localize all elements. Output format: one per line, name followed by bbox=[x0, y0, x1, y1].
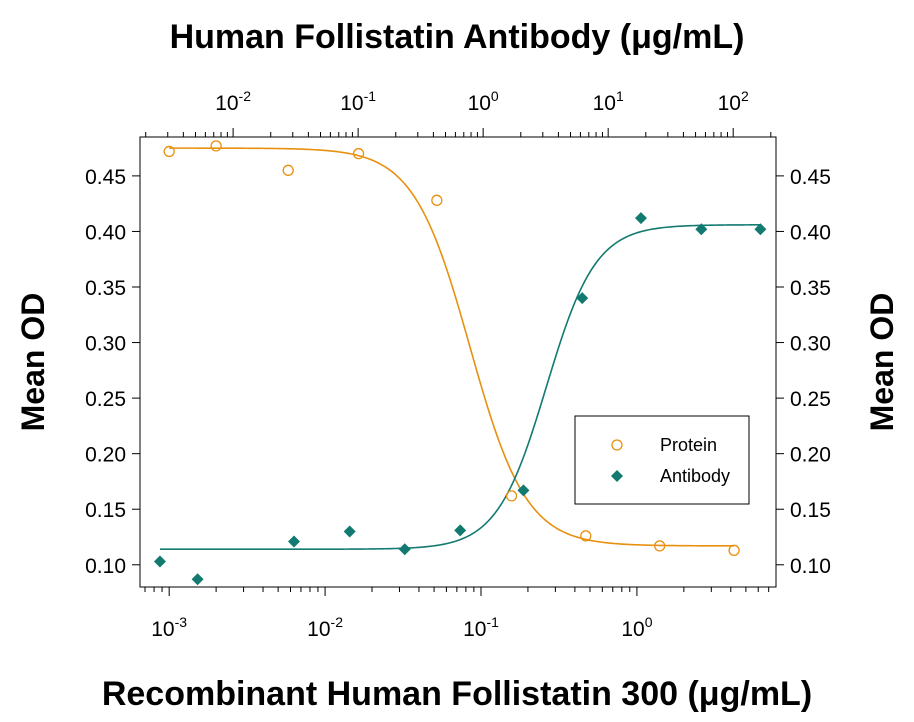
y-axis-label-right: Mean OD bbox=[864, 293, 900, 432]
y-tick-label-left: 0.30 bbox=[85, 333, 126, 356]
y-axis-label-left: Mean OD bbox=[15, 293, 51, 432]
legend-antibody-marker bbox=[611, 470, 623, 482]
antibody-point bbox=[634, 212, 647, 225]
plot-frame bbox=[139, 136, 777, 588]
protein-point bbox=[654, 540, 666, 552]
antibody-point bbox=[153, 555, 166, 568]
x-top-tick-label: 10-2 bbox=[215, 88, 251, 115]
legend-box bbox=[574, 415, 750, 505]
legend-protein-marker bbox=[611, 439, 623, 451]
y-tick-label-right: 0.25 bbox=[790, 388, 831, 411]
y-tick-label-right: 0.45 bbox=[790, 166, 831, 189]
x-bottom-tick-label: 10-3 bbox=[151, 614, 187, 641]
y-tick-label-right: 0.10 bbox=[790, 555, 831, 578]
x-axis-label: Recombinant Human Follistatin 300 (μg/mL… bbox=[102, 675, 812, 713]
antibody-point bbox=[517, 484, 530, 497]
y-tick-label-left: 0.45 bbox=[85, 166, 126, 189]
protein-point bbox=[210, 140, 222, 152]
antibody-point bbox=[288, 535, 301, 548]
y-tick-label-right: 0.35 bbox=[790, 277, 831, 300]
y-tick-label-left: 0.15 bbox=[85, 499, 126, 522]
protein-point bbox=[163, 145, 175, 158]
y-tick-label-left: 0.40 bbox=[85, 221, 126, 244]
plot-layer: 0.10 0.10 0.15 0.15 0.20 0.20 0.25 0.25 0.30 0.30… bbox=[85, 88, 831, 641]
legend-protein-label: Protein bbox=[660, 435, 717, 455]
x-top-tick-label: 102 bbox=[718, 88, 749, 115]
legend: Protein Antibody bbox=[574, 415, 750, 505]
antibody-point bbox=[576, 292, 589, 305]
antibody-point bbox=[454, 524, 467, 537]
legend-antibody-label: Antibody bbox=[660, 466, 730, 486]
protein-point bbox=[580, 530, 592, 542]
protein-point bbox=[352, 148, 365, 160]
protein-point bbox=[728, 544, 740, 556]
y-tick-label-right: 0.40 bbox=[790, 221, 831, 244]
antibody-fit-curve bbox=[159, 224, 761, 551]
antibody-point bbox=[343, 525, 356, 538]
chart-title: Human Follistatin Antibody (μg/mL) bbox=[170, 18, 745, 56]
y-tick-label-right: 0.30 bbox=[790, 333, 831, 356]
y-tick-label-right: 0.15 bbox=[790, 499, 831, 522]
protein-point bbox=[431, 194, 443, 206]
protein-fit-curve bbox=[169, 147, 735, 547]
y-tick-label-left: 0.10 bbox=[85, 555, 126, 578]
y-tick-label-left: 0.25 bbox=[85, 388, 126, 411]
protein-point bbox=[282, 164, 294, 176]
x-top-tick-label: 10-1 bbox=[340, 88, 376, 115]
protein-point bbox=[505, 490, 518, 502]
y-tick-label-left: 0.35 bbox=[85, 277, 126, 300]
x-bottom-tick-label: 100 bbox=[621, 614, 652, 641]
antibody-point bbox=[191, 573, 204, 586]
antibody-point bbox=[754, 223, 767, 236]
y-tick-label-right: 0.20 bbox=[790, 444, 831, 467]
x-bottom-tick-label: 10-2 bbox=[307, 614, 343, 641]
antibody-point bbox=[695, 223, 708, 236]
x-bottom-tick-label: 10-1 bbox=[463, 614, 499, 641]
x-top-tick-label: 100 bbox=[468, 88, 499, 115]
x-top-tick-label: 101 bbox=[593, 88, 624, 115]
antibody-point bbox=[398, 543, 411, 556]
y-tick-label-left: 0.20 bbox=[85, 444, 126, 467]
